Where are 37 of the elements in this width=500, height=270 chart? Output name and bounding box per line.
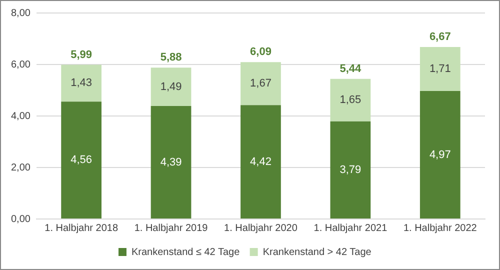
total-label: 6,09 (250, 46, 272, 58)
bar (61, 64, 102, 102)
data-label: 1,71 (429, 63, 451, 76)
data-label: 4,42 (250, 156, 272, 168)
bar (420, 91, 460, 218)
legend-label: Krankenstand ≤ 42 Tage (131, 246, 240, 258)
bar (240, 62, 281, 106)
bar (420, 46, 460, 92)
y-tick-label: 8,00 (10, 8, 31, 19)
y-tick-label: 0,00 (10, 214, 31, 225)
total-label: 5,99 (70, 48, 92, 61)
total-label: 5,88 (160, 52, 182, 64)
bar (61, 102, 102, 218)
data-label: 1,67 (250, 78, 272, 90)
y-tick-label: 2,00 (10, 162, 31, 174)
x-tick-label: 1. Halbjahr 2018 (44, 222, 118, 234)
x-tick-label: 1. Halbjahr 2021 (314, 222, 388, 234)
total-label: 5,44 (340, 62, 362, 75)
bar (330, 78, 371, 122)
y-tick-label: 6,00 (10, 59, 31, 70)
x-tick-label: 1. Halbjahr 2022 (403, 222, 478, 234)
data-label: 1,49 (160, 80, 182, 93)
total-label: 6,67 (429, 31, 451, 44)
bar (150, 68, 192, 106)
data-label: 4,97 (429, 148, 451, 161)
data-label: 4,39 (160, 156, 182, 168)
bar (330, 121, 371, 218)
x-tick-label: 1. Halbjahr 2019 (134, 222, 208, 234)
bar (240, 105, 281, 218)
data-label: 1,65 (340, 94, 362, 106)
y-tick-label: 4,00 (10, 110, 31, 122)
bar (150, 106, 192, 218)
data-label: 4,56 (70, 154, 92, 166)
data-label: 1,43 (70, 77, 92, 90)
data-label: 3,79 (340, 164, 362, 176)
x-tick-label: 1. Halbjahr 2020 (224, 222, 298, 234)
legend-label: Krankenstand > 42 Tage (262, 246, 372, 258)
